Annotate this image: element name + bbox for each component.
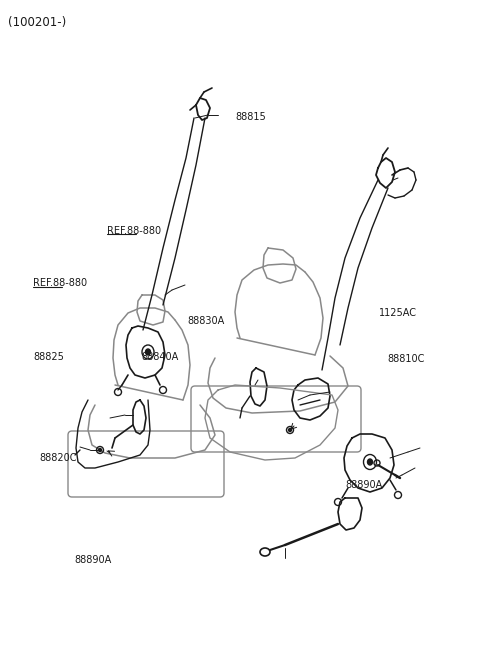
Text: 88815: 88815 (235, 111, 266, 122)
Text: REF.88-880: REF.88-880 (107, 225, 161, 236)
Ellipse shape (145, 349, 151, 355)
Text: 88820C: 88820C (40, 453, 77, 464)
Text: 88890A: 88890A (74, 555, 112, 565)
Text: 88840A: 88840A (142, 352, 179, 362)
Ellipse shape (368, 459, 372, 465)
Ellipse shape (288, 428, 291, 432)
Text: 88810C: 88810C (388, 354, 425, 364)
Text: 88830A: 88830A (187, 316, 225, 326)
Text: 1125AC: 1125AC (379, 308, 417, 318)
Ellipse shape (98, 449, 101, 451)
Text: (100201-): (100201-) (8, 16, 66, 29)
Text: 88825: 88825 (34, 352, 64, 362)
Text: REF.88-880: REF.88-880 (33, 278, 87, 288)
Text: 88890A: 88890A (346, 479, 383, 490)
